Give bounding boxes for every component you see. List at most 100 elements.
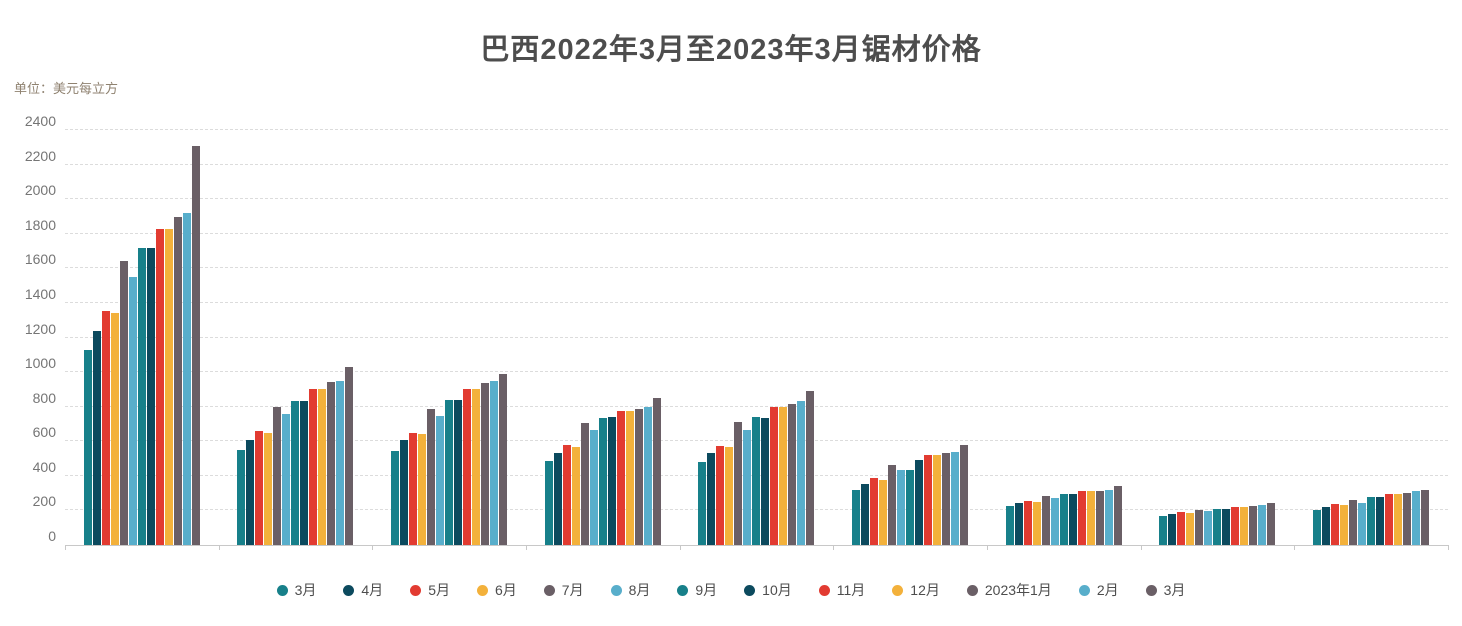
- bar[interactable]: [716, 445, 725, 545]
- legend-item-0[interactable]: 3月: [276, 580, 316, 600]
- bar[interactable]: [291, 400, 300, 545]
- bar[interactable]: [788, 404, 797, 545]
- bar[interactable]: [707, 453, 716, 545]
- bar[interactable]: [1023, 500, 1032, 545]
- bar[interactable]: [1376, 496, 1385, 545]
- bar[interactable]: [300, 400, 309, 545]
- bar[interactable]: [1340, 505, 1349, 545]
- bar[interactable]: [616, 411, 625, 545]
- bar[interactable]: [1403, 493, 1412, 545]
- bar[interactable]: [1014, 502, 1023, 545]
- bar[interactable]: [128, 276, 137, 545]
- bar[interactable]: [246, 440, 255, 545]
- bar[interactable]: [770, 406, 779, 545]
- bar[interactable]: [318, 389, 327, 545]
- bar[interactable]: [634, 409, 643, 545]
- bar[interactable]: [499, 373, 508, 545]
- bar[interactable]: [1367, 497, 1376, 545]
- bar[interactable]: [1358, 502, 1367, 545]
- bar[interactable]: [454, 399, 463, 545]
- bar[interactable]: [960, 444, 969, 545]
- bar[interactable]: [92, 330, 101, 545]
- legend-item-2[interactable]: 5月: [410, 580, 450, 600]
- bar[interactable]: [463, 388, 472, 545]
- bar[interactable]: [418, 434, 427, 545]
- bar[interactable]: [625, 411, 634, 545]
- legend-item-7[interactable]: 10月: [744, 580, 792, 600]
- bar[interactable]: [1195, 509, 1204, 545]
- bar[interactable]: [327, 382, 336, 545]
- bar[interactable]: [562, 444, 571, 545]
- bar[interactable]: [1412, 491, 1421, 545]
- bar[interactable]: [255, 430, 264, 545]
- bar[interactable]: [1068, 494, 1077, 545]
- bar[interactable]: [345, 366, 354, 545]
- bar[interactable]: [879, 480, 888, 545]
- bar[interactable]: [155, 228, 164, 545]
- bar[interactable]: [409, 432, 418, 545]
- bar[interactable]: [1177, 512, 1186, 545]
- bar[interactable]: [137, 248, 146, 545]
- bar[interactable]: [1095, 491, 1104, 545]
- bar[interactable]: [309, 389, 318, 545]
- bar[interactable]: [164, 228, 173, 545]
- bar[interactable]: [652, 398, 661, 545]
- bar[interactable]: [779, 406, 788, 545]
- bar[interactable]: [607, 417, 616, 545]
- bar[interactable]: [1231, 506, 1240, 545]
- bar[interactable]: [1186, 513, 1195, 545]
- bar[interactable]: [1394, 494, 1403, 545]
- bar[interactable]: [1059, 494, 1068, 545]
- bar[interactable]: [806, 391, 815, 545]
- legend-item-12[interactable]: 3月: [1145, 580, 1185, 600]
- bar[interactable]: [743, 430, 752, 545]
- bar[interactable]: [951, 451, 960, 545]
- bar[interactable]: [734, 422, 743, 545]
- bar[interactable]: [571, 447, 580, 545]
- bar[interactable]: [598, 417, 607, 545]
- bar[interactable]: [942, 452, 951, 545]
- bar[interactable]: [1077, 491, 1086, 545]
- bar[interactable]: [888, 464, 897, 545]
- bar[interactable]: [427, 409, 436, 545]
- bar[interactable]: [589, 430, 598, 545]
- bar[interactable]: [1159, 516, 1168, 545]
- bar[interactable]: [264, 432, 273, 545]
- bar[interactable]: [870, 478, 879, 545]
- legend-item-11[interactable]: 2月: [1078, 580, 1119, 600]
- bar[interactable]: [1104, 489, 1113, 545]
- legend-item-5[interactable]: 8月: [610, 580, 650, 600]
- bar[interactable]: [1041, 495, 1050, 545]
- legend-item-10[interactable]: 2023年1月: [966, 580, 1052, 600]
- bar[interactable]: [1222, 508, 1231, 545]
- bar[interactable]: [752, 417, 761, 545]
- legend-item-8[interactable]: 11月: [818, 580, 865, 600]
- bar[interactable]: [553, 452, 562, 545]
- bar[interactable]: [436, 416, 445, 545]
- bar[interactable]: [924, 455, 933, 545]
- bar[interactable]: [1005, 506, 1014, 545]
- bar[interactable]: [282, 414, 291, 545]
- bar[interactable]: [915, 460, 924, 545]
- bar[interactable]: [445, 399, 454, 545]
- legend-item-4[interactable]: 7月: [543, 580, 584, 600]
- bar[interactable]: [1204, 511, 1213, 545]
- bar[interactable]: [83, 349, 92, 545]
- bar[interactable]: [933, 455, 942, 545]
- bar[interactable]: [110, 313, 119, 545]
- bar[interactable]: [146, 247, 155, 545]
- bar[interactable]: [1322, 506, 1331, 545]
- bar[interactable]: [336, 380, 345, 545]
- bar[interactable]: [400, 440, 409, 545]
- bar[interactable]: [101, 310, 110, 545]
- bar[interactable]: [1213, 508, 1222, 545]
- bar[interactable]: [237, 449, 246, 545]
- bar[interactable]: [1331, 504, 1340, 545]
- bar[interactable]: [182, 213, 191, 545]
- bar[interactable]: [1349, 500, 1358, 545]
- bar[interactable]: [643, 406, 652, 545]
- bar[interactable]: [580, 423, 589, 545]
- bar[interactable]: [906, 469, 915, 545]
- bar[interactable]: [1385, 494, 1394, 545]
- bar[interactable]: [1240, 506, 1249, 545]
